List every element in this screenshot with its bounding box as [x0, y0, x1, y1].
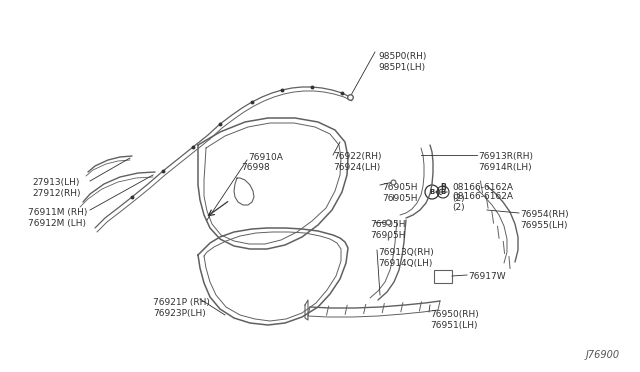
- Text: 27913(LH)
27912(RH): 27913(LH) 27912(RH): [32, 178, 81, 198]
- Text: 76913Q(RH)
76914Q(LH): 76913Q(RH) 76914Q(LH): [378, 248, 434, 268]
- Text: 985P0(RH)
985P1(LH): 985P0(RH) 985P1(LH): [378, 52, 426, 72]
- Text: 76905H
76905H: 76905H 76905H: [382, 183, 417, 203]
- Text: 08166-6162A
(2): 08166-6162A (2): [452, 192, 513, 212]
- Text: (2): (2): [452, 193, 465, 202]
- Text: 76954(RH)
76955(LH): 76954(RH) 76955(LH): [520, 210, 568, 230]
- Text: 76921P (RH)
76923P(LH): 76921P (RH) 76923P(LH): [153, 298, 210, 318]
- Text: B: B: [429, 189, 435, 195]
- Text: B: B: [440, 189, 445, 195]
- Text: 08166-6162A: 08166-6162A: [452, 183, 513, 192]
- Text: 76905H
76905H: 76905H 76905H: [370, 220, 406, 240]
- Text: 76917W: 76917W: [468, 272, 506, 281]
- Text: 76910A: 76910A: [248, 153, 283, 162]
- Text: 76950(RH)
76951(LH): 76950(RH) 76951(LH): [430, 310, 479, 330]
- Text: B: B: [440, 183, 446, 192]
- Text: 76913R(RH)
76914R(LH): 76913R(RH) 76914R(LH): [478, 152, 533, 172]
- Text: 76998: 76998: [241, 163, 269, 172]
- Text: 76911M (RH)
76912M (LH): 76911M (RH) 76912M (LH): [28, 208, 88, 228]
- Text: 76922(RH)
76924(LH): 76922(RH) 76924(LH): [333, 152, 381, 172]
- Text: J76900: J76900: [586, 350, 620, 360]
